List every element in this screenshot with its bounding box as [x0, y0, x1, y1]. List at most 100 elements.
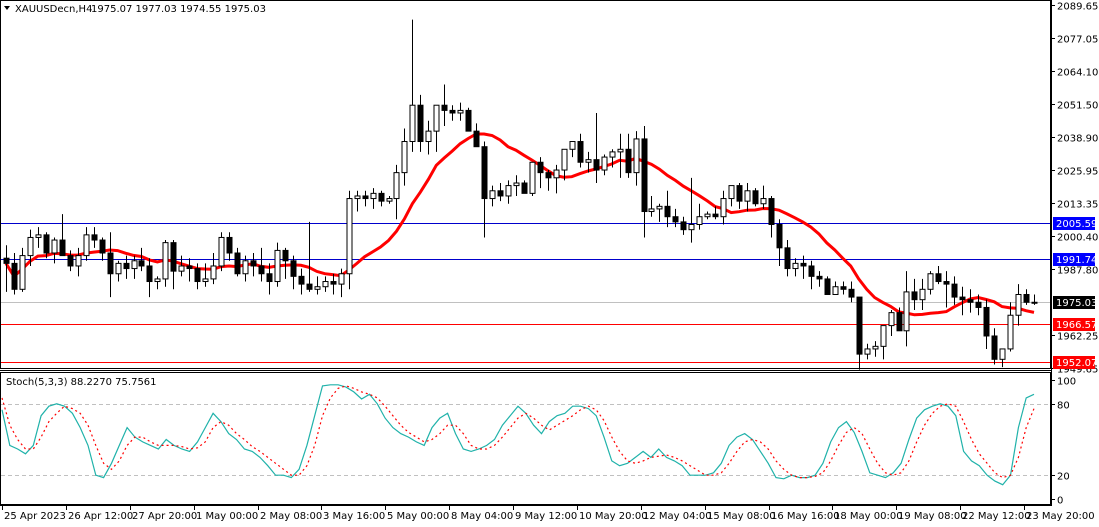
candle	[378, 190, 385, 207]
stoch-axis: 100 80 20 0	[1051, 377, 1076, 507]
candle	[824, 276, 831, 295]
candle	[178, 255, 185, 277]
candle	[848, 281, 855, 303]
time-tick-label: 1 May 00:00	[196, 511, 258, 522]
candle	[648, 195, 655, 217]
candle	[266, 263, 273, 295]
candle	[242, 255, 249, 282]
candle	[943, 271, 950, 308]
candle	[465, 107, 472, 132]
candle	[433, 104, 440, 152]
candle	[919, 278, 926, 311]
candle	[99, 237, 106, 261]
price-tick-label: 1962.25	[1057, 332, 1098, 343]
candle	[513, 175, 520, 196]
candle	[593, 112, 600, 183]
price-tag: 1952.07	[1053, 356, 1097, 369]
candle	[362, 190, 369, 207]
time-tick-label: 9 May 12:00	[515, 511, 577, 522]
price-tick-label: 2051.50	[1057, 101, 1098, 112]
candle	[927, 271, 934, 295]
candle	[146, 258, 153, 298]
time-tick-label: 10 May 20:00	[579, 511, 648, 522]
candle	[1023, 289, 1030, 305]
stoch-tick-label: 80	[1057, 401, 1070, 412]
candle	[27, 229, 34, 266]
candle	[736, 182, 743, 209]
moving-average-line	[4, 132, 1035, 317]
candle	[983, 299, 990, 349]
candle	[856, 296, 863, 370]
candle	[138, 247, 145, 272]
candle	[840, 281, 847, 295]
candle	[481, 141, 488, 238]
symbol-label: XAUUSDecn,H4	[15, 4, 92, 15]
stoch-signal-line	[1, 385, 1035, 479]
candle	[425, 120, 432, 155]
candle	[282, 247, 289, 279]
candle	[888, 310, 895, 336]
price-axis: 2089.65 2077.05 2064.10 2051.50 2038.90 2025.…	[1051, 0, 1098, 505]
candle	[202, 263, 209, 287]
candle	[401, 128, 408, 186]
candle	[728, 185, 735, 207]
candle	[194, 263, 201, 290]
candle	[210, 253, 217, 285]
time-tick-label: 16 May 16:00	[771, 511, 840, 522]
candle	[545, 170, 552, 191]
candle	[832, 281, 839, 295]
candle	[585, 151, 592, 173]
stoch-tick-label: 100	[1057, 377, 1076, 388]
candle	[11, 253, 18, 295]
time-tick-label: 5 May 00:00	[387, 511, 449, 522]
candle	[393, 164, 400, 220]
candle	[935, 265, 942, 285]
svg-text:1975.03: 1975.03	[1056, 298, 1097, 309]
candle	[1007, 302, 1014, 352]
price-tags: 2005.59 1991.74 1975.03 1966.57 1952.07	[1053, 217, 1097, 369]
stoch-lines	[1, 384, 1035, 486]
candle	[521, 180, 528, 194]
candle	[959, 286, 966, 316]
price-tick-label: 2077.05	[1057, 35, 1098, 46]
stoch-main-line	[1, 384, 1035, 486]
candle	[1031, 294, 1038, 305]
candle	[625, 133, 632, 178]
candle	[768, 195, 775, 238]
candle	[218, 232, 225, 272]
candlesticks	[3, 19, 1038, 370]
candle	[346, 190, 353, 290]
candle	[123, 255, 130, 279]
candle	[370, 188, 377, 209]
candle	[656, 203, 663, 222]
time-tick-label: 25 Apr 2023	[4, 511, 66, 522]
price-tick-label: 2013.35	[1057, 200, 1098, 211]
candle	[67, 250, 74, 272]
candle	[75, 247, 82, 277]
candle	[154, 276, 161, 290]
candle	[314, 276, 321, 295]
time-tick-label: 26 Apr 12:00	[68, 511, 133, 522]
candle	[497, 182, 504, 202]
candle	[816, 271, 823, 287]
time-tick-label: 19 May 08:00	[898, 511, 967, 522]
candle	[473, 123, 480, 148]
candle	[449, 105, 456, 121]
time-tick-label: 3 May 16:00	[323, 511, 385, 522]
collapse-triangle-icon[interactable]	[4, 6, 10, 10]
candle	[696, 203, 703, 230]
ohlc-label: 1975.07 1977.03 1974.55 1975.03	[91, 4, 266, 15]
candle	[991, 328, 998, 365]
candle	[712, 206, 719, 220]
candle	[354, 190, 361, 212]
price-tick-label: 2038.90	[1057, 134, 1098, 145]
time-tick-label: 8 May 04:00	[451, 511, 513, 522]
candle	[911, 278, 918, 311]
time-tick-label: 12 May 04:00	[643, 511, 712, 522]
candle	[51, 237, 58, 264]
candle	[35, 227, 42, 248]
candle	[784, 240, 791, 277]
candle	[258, 247, 265, 282]
